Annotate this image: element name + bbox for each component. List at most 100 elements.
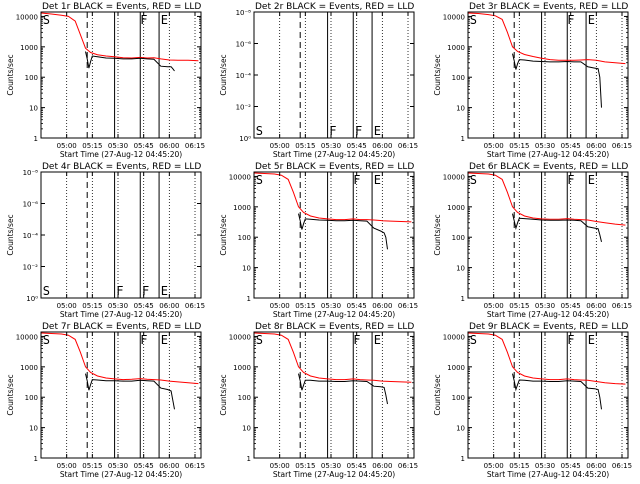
x-tick-label: 06:15 — [398, 462, 418, 470]
y-tick-label: 100 — [238, 234, 251, 242]
phase-marker-e: E — [374, 173, 381, 187]
x-tick-label: 05:30 — [321, 462, 341, 470]
plot-frame — [40, 171, 202, 299]
y-tick-label: 1000 — [447, 204, 465, 212]
plot-frame — [40, 11, 202, 139]
x-tick-label: 06:15 — [185, 302, 205, 310]
x-tick-label: 05:00 — [484, 142, 504, 150]
series-line-events — [298, 213, 388, 250]
series-line-events — [512, 373, 602, 410]
phase-marker-s: S — [470, 333, 477, 347]
plot-frame — [40, 331, 202, 459]
x-tick-label: 06:15 — [398, 302, 418, 310]
phase-marker-s: S — [43, 13, 50, 27]
series-line-events — [298, 373, 388, 405]
y-tick-label: 10 — [29, 105, 38, 113]
phase-marker-f: F — [140, 333, 147, 347]
x-tick-label: 05:15 — [295, 462, 315, 470]
x-tick-label: 06:15 — [185, 142, 205, 150]
y-tick-label: 10000 — [229, 333, 251, 341]
panel-title: Det 9r BLACK = Events, RED = LLD — [469, 322, 628, 332]
x-tick-label: 05:00 — [270, 462, 290, 470]
x-tick-label: 06:15 — [612, 302, 632, 310]
y-tick-label: 1000 — [233, 364, 251, 372]
x-tick-label: 05:45 — [134, 142, 154, 150]
series-group — [468, 172, 626, 243]
x-tick-label: 05:00 — [57, 462, 77, 470]
x-tick-label: 05:15 — [509, 462, 529, 470]
y-tick-label: 1000 — [447, 364, 465, 372]
x-tick-label: 06:15 — [185, 462, 205, 470]
y-tick-label: 10000 — [443, 13, 465, 21]
x-tick-label: 05:45 — [134, 462, 154, 470]
y-tick-label: 10⁻⁶ — [23, 201, 39, 209]
phase-marker-f: F — [567, 333, 574, 347]
series-line-events — [85, 373, 175, 410]
x-tick-label: 05:00 — [270, 302, 290, 310]
y-tick-label: 10⁻² — [236, 104, 252, 112]
y-axis-label: Counts/sec — [6, 374, 15, 415]
y-tick-label: 100 — [452, 394, 465, 402]
x-axis-label: Start Time (27-Aug-12 04:45:20) — [487, 310, 609, 319]
x-tick-label: 05:30 — [535, 302, 555, 310]
x-tick-label: 06:00 — [372, 462, 392, 470]
x-tick-label: 05:45 — [561, 302, 581, 310]
phase-marker-e: E — [588, 173, 595, 187]
x-tick-label: 05:15 — [82, 302, 102, 310]
y-tick-label: 10⁻⁶ — [236, 41, 252, 49]
series-group — [254, 172, 412, 250]
phase-marker-f: F — [567, 173, 574, 187]
y-tick-label: 10000 — [443, 333, 465, 341]
x-axis-label: Start Time (27-Aug-12 04:45:20) — [273, 150, 395, 159]
phase-marker-e: E — [374, 124, 381, 138]
x-axis-label: Start Time (27-Aug-12 04:45:20) — [60, 310, 182, 319]
x-tick-label: 05:00 — [484, 302, 504, 310]
phase-marker-e: E — [588, 333, 595, 347]
x-tick-label: 06:00 — [372, 302, 392, 310]
panel-title: Det 8r BLACK = Events, RED = LLD — [255, 322, 414, 332]
x-tick-label: 05:45 — [134, 302, 154, 310]
y-tick-label: 10000 — [16, 333, 38, 341]
x-tick-label: 05:15 — [82, 462, 102, 470]
x-tick-label: 05:00 — [57, 302, 77, 310]
panel-title: Det 4r BLACK = Events, RED = LLD — [42, 162, 201, 172]
y-tick-label: 100 — [452, 74, 465, 82]
y-tick-label: 1 — [247, 455, 251, 463]
series-line-lld — [254, 172, 412, 223]
x-tick-label: 06:15 — [398, 142, 418, 150]
y-tick-label: 10 — [29, 425, 38, 433]
series-line-lld — [468, 172, 626, 226]
phase-marker-f: F — [116, 284, 123, 298]
y-tick-label: 1 — [461, 295, 465, 303]
y-tick-label: 1 — [247, 295, 251, 303]
panel-title: Det 3r BLACK = Events, RED = LLD — [469, 2, 628, 12]
x-tick-label: 05:45 — [347, 302, 367, 310]
plot-frame — [467, 11, 629, 139]
plot-frame — [253, 171, 415, 299]
phase-marker-f: F — [142, 284, 149, 298]
y-tick-label: 10⁰ — [26, 295, 38, 303]
y-tick-label: 1000 — [233, 204, 251, 212]
panel-title: Det 2r BLACK = Events, RED = LLD — [255, 2, 414, 12]
x-tick-label: 05:30 — [108, 302, 128, 310]
x-axis-label: Start Time (27-Aug-12 04:45:20) — [487, 150, 609, 159]
plot-frame — [467, 171, 629, 299]
phase-marker-s: S — [256, 173, 263, 187]
x-tick-label: 06:00 — [586, 462, 606, 470]
x-tick-label: 05:00 — [57, 142, 77, 150]
x-tick-label: 06:00 — [372, 142, 392, 150]
x-tick-label: 05:30 — [108, 462, 128, 470]
y-axis-label: Counts/sec — [433, 374, 442, 415]
plot-frame — [253, 11, 415, 139]
phase-marker-f: F — [353, 173, 360, 187]
phase-marker-s: S — [470, 13, 477, 27]
x-tick-label: 06:00 — [586, 142, 606, 150]
x-axis-label: Start Time (27-Aug-12 04:45:20) — [60, 150, 182, 159]
y-tick-label: 1000 — [447, 44, 465, 52]
